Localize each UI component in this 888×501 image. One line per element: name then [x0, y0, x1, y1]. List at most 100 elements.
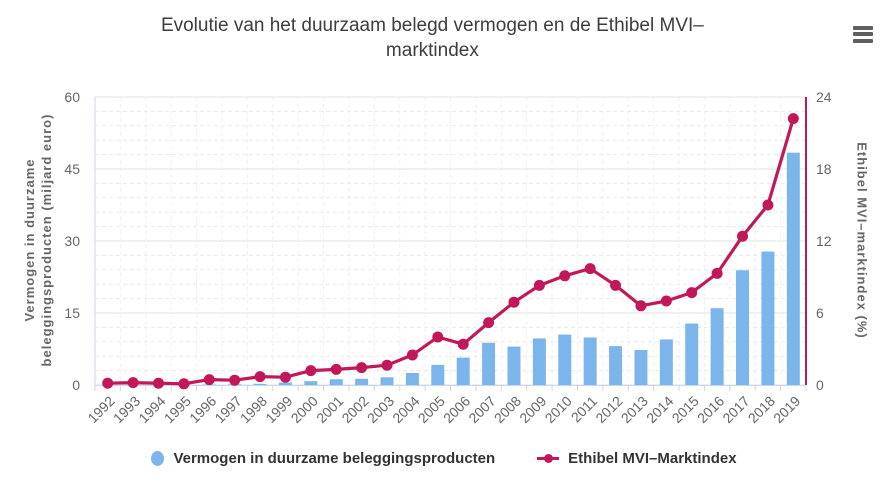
x-axis-label-1993: 1993	[110, 393, 143, 426]
right-axis-title: Ethibel MVI–marktindex (%)	[854, 142, 870, 339]
bar-2006[interactable]	[456, 357, 470, 385]
x-axis-label-2006: 2006	[440, 393, 473, 426]
bar-2004[interactable]	[405, 373, 419, 385]
x-axis-label-2008: 2008	[491, 393, 524, 426]
chart-context-menu-button[interactable]	[851, 22, 875, 44]
x-axis-label-1999: 1999	[262, 393, 295, 426]
bar-1998[interactable]	[253, 383, 267, 385]
line-point-1993[interactable]	[127, 377, 139, 389]
right-axis-tick-label-0: 0	[816, 377, 824, 393]
line-point-2007[interactable]	[483, 317, 495, 329]
bar-2014[interactable]	[659, 339, 673, 385]
left-axis-tick-label-0: 0	[72, 377, 80, 393]
line-point-1992[interactable]	[102, 377, 114, 389]
left-axis-tick-label-15: 15	[64, 305, 80, 321]
right-axis-tick-label-18: 18	[816, 161, 832, 177]
bar-2000[interactable]	[304, 381, 318, 385]
x-axis-label-2015: 2015	[669, 393, 702, 426]
bar-2005[interactable]	[431, 364, 445, 385]
x-axis-label-2018: 2018	[745, 393, 778, 426]
line-point-1996[interactable]	[203, 374, 215, 386]
line-point-2014[interactable]	[660, 295, 672, 307]
line-point-1997[interactable]	[229, 374, 241, 386]
bar-1999[interactable]	[278, 382, 292, 385]
line-point-2019[interactable]	[787, 113, 799, 125]
x-axis-label-2004: 2004	[389, 393, 422, 426]
bar-2012[interactable]	[609, 346, 623, 385]
line-point-2011[interactable]	[584, 263, 596, 275]
x-axis-label-2010: 2010	[542, 393, 575, 426]
legend-item-vermogen[interactable]: Vermogen in duurzame beleggingsproducten	[151, 450, 495, 467]
legend-label-ethibel: Ethibel MVI–Marktindex	[568, 450, 737, 467]
left-axis-tick-label-45: 45	[64, 161, 80, 177]
x-axis-label-2014: 2014	[643, 393, 676, 426]
x-axis-label-1996: 1996	[186, 393, 219, 426]
line-point-2017[interactable]	[737, 230, 749, 242]
line-point-2002[interactable]	[356, 362, 368, 374]
bar-2002[interactable]	[355, 378, 369, 385]
right-axis-tick-label-24: 24	[816, 89, 832, 105]
bar-2007[interactable]	[482, 342, 496, 385]
line-point-1998[interactable]	[254, 371, 266, 383]
line-point-1999[interactable]	[279, 371, 291, 383]
x-axis-label-2009: 2009	[516, 393, 549, 426]
bar-2017[interactable]	[736, 270, 750, 385]
line-point-2008[interactable]	[508, 296, 520, 308]
x-axis-label-1995: 1995	[161, 393, 194, 426]
line-point-2012[interactable]	[610, 279, 622, 291]
bar-2001[interactable]	[329, 379, 343, 385]
line-marker-icon	[537, 454, 560, 464]
bar-2009[interactable]	[532, 338, 546, 385]
x-axis-label-2003: 2003	[364, 393, 397, 426]
line-point-2018[interactable]	[762, 199, 774, 211]
right-axis-tick-label-12: 12	[816, 233, 832, 249]
x-axis-label-2019: 2019	[770, 393, 803, 426]
left-axis-tick-label-60: 60	[64, 89, 80, 105]
line-point-2010[interactable]	[559, 270, 571, 282]
line-point-2013[interactable]	[635, 300, 647, 312]
line-point-2016[interactable]	[711, 267, 723, 279]
x-axis-label-1994: 1994	[135, 393, 168, 426]
line-point-2004[interactable]	[406, 349, 418, 361]
x-axis-label-2005: 2005	[415, 393, 448, 426]
legend: Vermogen in duurzame beleggingsproducten…	[0, 450, 888, 467]
line-series-path	[106, 117, 795, 386]
line-point-1995[interactable]	[178, 378, 190, 390]
line-point-2005[interactable]	[432, 331, 444, 343]
hamburger-icon	[853, 25, 873, 30]
circle-marker-icon	[151, 451, 165, 466]
bar-2019[interactable]	[786, 152, 800, 385]
bar-2018[interactable]	[761, 251, 775, 385]
hamburger-icon	[853, 32, 873, 36]
x-axis-label-1998: 1998	[237, 393, 270, 426]
x-axis-label-2017: 2017	[719, 393, 752, 426]
x-axis-label-2012: 2012	[592, 393, 625, 426]
x-axis-label-2011: 2011	[568, 393, 601, 426]
x-axis-label-2013: 2013	[618, 393, 651, 426]
x-axis-label-2001: 2001	[313, 393, 346, 426]
left-axis-tick-label-30: 30	[64, 233, 80, 249]
right-axis-tick-label-6: 6	[816, 305, 824, 321]
line-point-2009[interactable]	[533, 279, 545, 291]
bar-2015[interactable]	[685, 323, 699, 385]
line-point-1994[interactable]	[152, 377, 164, 389]
bar-2011[interactable]	[583, 337, 597, 385]
x-axis-label-1997: 1997	[211, 393, 244, 426]
bar-2013[interactable]	[634, 349, 648, 385]
x-axis-label-2016: 2016	[694, 393, 727, 426]
line-point-2015[interactable]	[686, 287, 698, 299]
bar-2010[interactable]	[558, 334, 572, 385]
bar-2003[interactable]	[380, 377, 394, 385]
chart-title: Evolutie van het duurzaam belegd vermoge…	[160, 15, 704, 61]
x-axis-label-2002: 2002	[338, 393, 371, 426]
line-point-2006[interactable]	[457, 338, 469, 350]
bar-2008[interactable]	[507, 346, 521, 385]
line-point-2001[interactable]	[330, 363, 342, 375]
x-axis-label-2007: 2007	[465, 393, 498, 426]
legend-item-ethibel[interactable]: Ethibel MVI–Marktindex	[537, 450, 737, 467]
bar-2016[interactable]	[710, 308, 724, 385]
line-point-2000[interactable]	[305, 365, 317, 377]
line-point-2003[interactable]	[381, 359, 393, 371]
